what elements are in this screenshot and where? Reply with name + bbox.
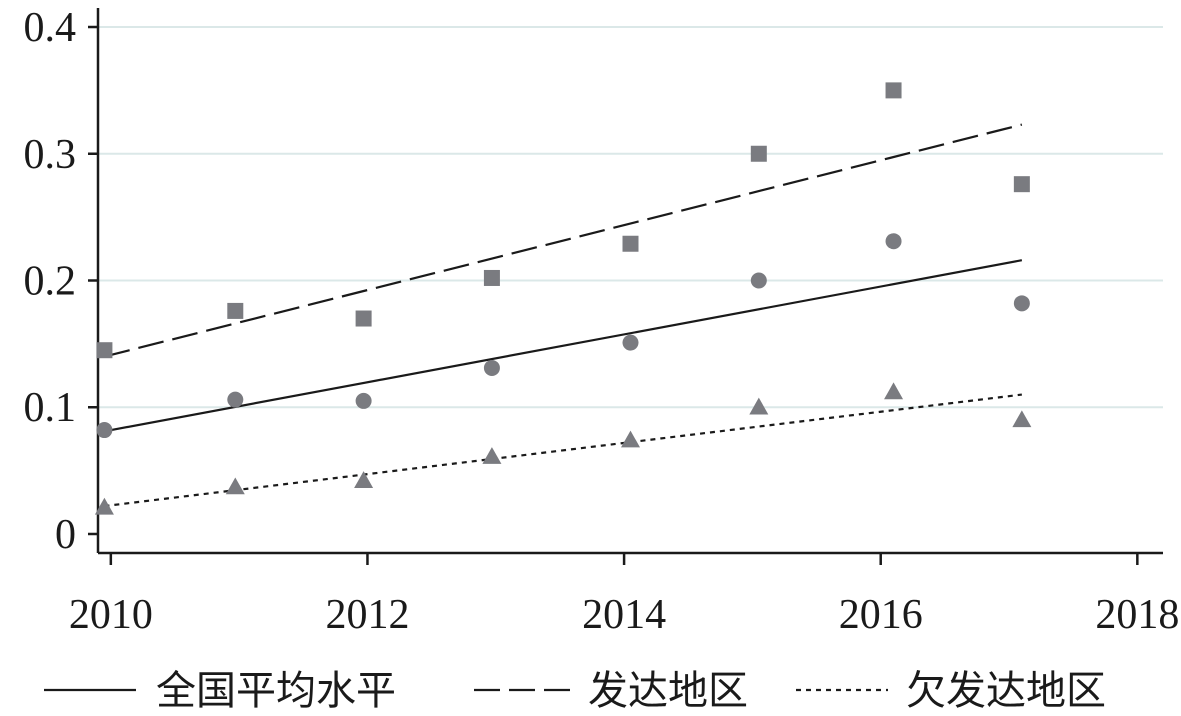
point-series-2-5 (749, 397, 769, 415)
point-series-1-6 (885, 82, 902, 99)
data-markers (94, 82, 1032, 515)
point-series-1-1 (227, 302, 244, 319)
point-series-0-3 (483, 359, 500, 376)
y-tick-label-3: 0.3 (24, 132, 77, 178)
point-series-0-7 (1013, 295, 1030, 312)
point-series-0-4 (622, 334, 639, 351)
point-series-2-1 (225, 477, 245, 495)
y-tick-label-4: 0.4 (24, 5, 77, 51)
axes (88, 8, 1163, 565)
point-series-0-5 (750, 272, 767, 289)
point-series-1-0 (96, 342, 113, 359)
trend-line-series-2 (104, 393, 1022, 508)
point-series-1-4 (622, 235, 639, 252)
point-series-2-7 (1012, 410, 1032, 428)
point-series-1-2 (355, 310, 372, 327)
point-series-2-6 (884, 382, 904, 400)
x-tick-label-4: 2018 (1095, 592, 1179, 638)
x-tick-label-2: 2014 (582, 592, 666, 638)
point-series-0-6 (885, 233, 902, 250)
point-series-0-0 (96, 422, 113, 439)
x-tick-label-0: 2010 (69, 592, 153, 638)
point-series-2-3 (482, 447, 502, 464)
point-series-2-0 (94, 497, 114, 515)
trend-line-series-1 (104, 123, 1023, 358)
point-series-0-2 (355, 392, 372, 409)
legend-label-2: 欠发达地区 (906, 668, 1106, 714)
trend-lines (104, 123, 1023, 508)
legend-label-0: 全国平均水平 (156, 668, 396, 714)
tick-labels: 0 0.1 0.2 0.3 0.4 2010 2012 2014 2016 2018 (24, 5, 1180, 638)
trend-line-series-0 (104, 259, 1023, 433)
grid-lines (98, 26, 1163, 409)
point-series-2-4 (621, 430, 640, 448)
legend-label-1: 发达地区 (588, 668, 748, 714)
y-tick-label-2: 0.2 (24, 259, 77, 305)
x-tick-label-1: 2012 (325, 592, 409, 638)
y-tick-label-1: 0.1 (24, 385, 77, 431)
point-series-0-1 (227, 391, 244, 408)
x-tick-label-3: 2016 (839, 592, 923, 638)
point-series-1-7 (1013, 176, 1030, 193)
y-tick-label-0: 0 (55, 512, 76, 558)
legend: 全国平均水平 发达地区 欠发达地区 (44, 668, 1106, 714)
point-series-1-3 (483, 269, 500, 286)
point-series-1-5 (750, 145, 767, 162)
point-series-2-2 (354, 471, 374, 488)
